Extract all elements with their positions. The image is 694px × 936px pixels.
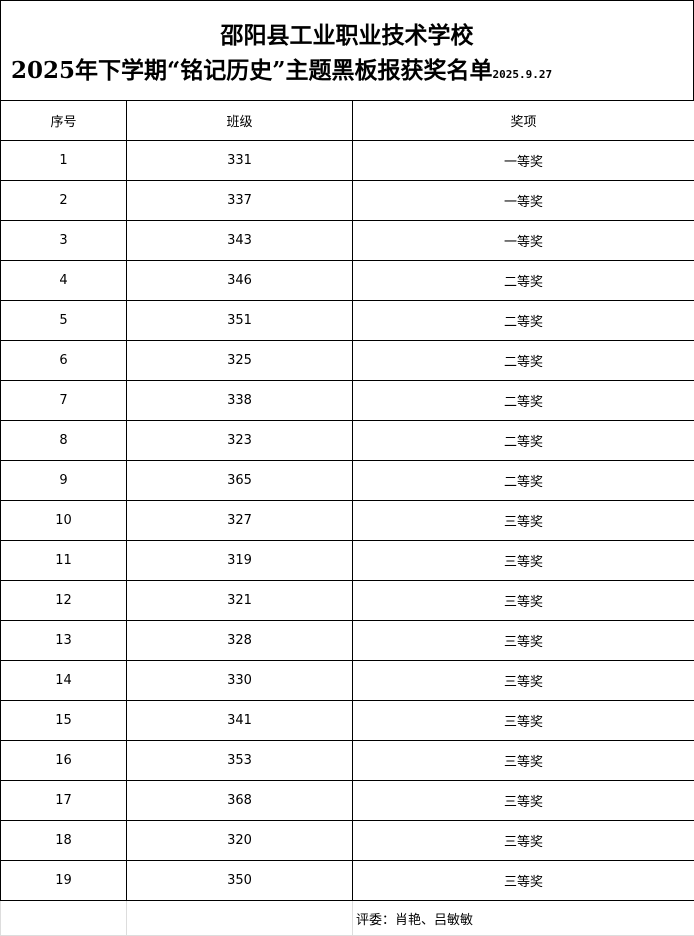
- cell-award: 三等奖: [353, 661, 694, 701]
- cell-award: 二等奖: [353, 381, 694, 421]
- cell-class: 346: [127, 261, 353, 301]
- cell-index: 1: [1, 141, 127, 181]
- cell-award: 三等奖: [353, 741, 694, 781]
- school-name: 邵阳县工业职业技术学校: [1, 21, 693, 51]
- header-award: 奖项: [353, 101, 694, 141]
- cell-class: 338: [127, 381, 353, 421]
- cell-index: 16: [1, 741, 127, 781]
- cell-index: 4: [1, 261, 127, 301]
- cell-class: 330: [127, 661, 353, 701]
- cell-index: 3: [1, 221, 127, 261]
- cell-class: 320: [127, 821, 353, 861]
- cell-class: 337: [127, 181, 353, 221]
- cell-class: 343: [127, 221, 353, 261]
- empty-cell: [1, 901, 127, 936]
- cell-class: 323: [127, 421, 353, 461]
- cell-award: 二等奖: [353, 261, 694, 301]
- cell-class: 365: [127, 461, 353, 501]
- cell-index: 10: [1, 501, 127, 541]
- cell-award: 二等奖: [353, 341, 694, 381]
- cell-award: 三等奖: [353, 701, 694, 741]
- date: 2025.9.27: [492, 68, 552, 81]
- cell-index: 2: [1, 181, 127, 221]
- cell-class: 328: [127, 621, 353, 661]
- cell-award: 三等奖: [353, 861, 694, 901]
- cell-award: 二等奖: [353, 461, 694, 501]
- cell-index: 17: [1, 781, 127, 821]
- cell-index: 8: [1, 421, 127, 461]
- cell-class: 350: [127, 861, 353, 901]
- cell-index: 11: [1, 541, 127, 581]
- cell-award: 三等奖: [353, 621, 694, 661]
- cell-award: 三等奖: [353, 821, 694, 861]
- cell-index: 5: [1, 301, 127, 341]
- cell-class: 319: [127, 541, 353, 581]
- cell-index: 15: [1, 701, 127, 741]
- cell-index: 18: [1, 821, 127, 861]
- empty-cell: [127, 901, 353, 936]
- cell-class: 353: [127, 741, 353, 781]
- footer-row: 评委：肖艳、吕敏敏: [1, 901, 694, 936]
- cell-award: 二等奖: [353, 301, 694, 341]
- cell-index: 9: [1, 461, 127, 501]
- cell-class: 341: [127, 701, 353, 741]
- cell-class: 321: [127, 581, 353, 621]
- cell-index: 12: [1, 581, 127, 621]
- cell-index: 13: [1, 621, 127, 661]
- cell-award: 三等奖: [353, 781, 694, 821]
- cell-award: 三等奖: [353, 581, 694, 621]
- list-title: 2025年下学期“铭记历史”主题黑板报获奖名单2025.9.27: [11, 56, 552, 90]
- cell-index: 6: [1, 341, 127, 381]
- list-title-text: 2025年下学期“铭记历史”主题黑板报获奖名单: [11, 57, 492, 84]
- cell-class: 368: [127, 781, 353, 821]
- cell-class: 331: [127, 141, 353, 181]
- cell-class: 327: [127, 501, 353, 541]
- cell-award: 一等奖: [353, 141, 694, 181]
- cell-award: 三等奖: [353, 541, 694, 581]
- cell-class: 351: [127, 301, 353, 341]
- judges-note: 评委：肖艳、吕敏敏: [353, 901, 694, 936]
- cell-award: 二等奖: [353, 421, 694, 461]
- cell-index: 19: [1, 861, 127, 901]
- header-row: 序号 班级 奖项: [1, 101, 694, 141]
- cell-class: 325: [127, 341, 353, 381]
- header-class: 班级: [127, 101, 353, 141]
- cell-award: 三等奖: [353, 501, 694, 541]
- cell-award: 一等奖: [353, 221, 694, 261]
- cell-index: 7: [1, 381, 127, 421]
- document-title: 邵阳县工业职业技术学校 2025年下学期“铭记历史”主题黑板报获奖名单2025.…: [0, 0, 694, 100]
- cell-award: 一等奖: [353, 181, 694, 221]
- cell-index: 14: [1, 661, 127, 701]
- header-index: 序号: [1, 101, 127, 141]
